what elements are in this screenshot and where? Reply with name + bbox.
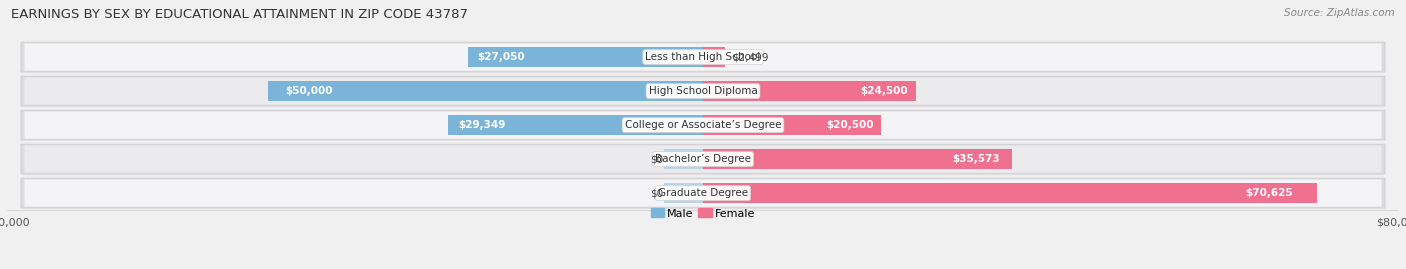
- Bar: [703, 115, 882, 135]
- FancyBboxPatch shape: [24, 44, 1382, 71]
- Bar: [703, 81, 917, 101]
- FancyBboxPatch shape: [24, 179, 1382, 207]
- Text: $70,625: $70,625: [1246, 188, 1294, 198]
- Text: Source: ZipAtlas.com: Source: ZipAtlas.com: [1284, 8, 1395, 18]
- Text: $29,349: $29,349: [458, 120, 505, 130]
- Text: $24,500: $24,500: [860, 86, 908, 96]
- Bar: [468, 47, 703, 67]
- Bar: [664, 149, 703, 169]
- Text: $0: $0: [650, 154, 664, 164]
- Text: Bachelor’s Degree: Bachelor’s Degree: [655, 154, 751, 164]
- FancyBboxPatch shape: [21, 110, 1385, 140]
- FancyBboxPatch shape: [21, 42, 1385, 72]
- Text: $27,050: $27,050: [477, 52, 524, 62]
- Bar: [703, 47, 724, 67]
- FancyBboxPatch shape: [24, 77, 1382, 105]
- Bar: [447, 115, 703, 135]
- Bar: [269, 81, 703, 101]
- Bar: [703, 183, 1317, 203]
- Text: Less than High School: Less than High School: [645, 52, 761, 62]
- Text: $20,500: $20,500: [827, 120, 875, 130]
- Text: EARNINGS BY SEX BY EDUCATIONAL ATTAINMENT IN ZIP CODE 43787: EARNINGS BY SEX BY EDUCATIONAL ATTAINMEN…: [11, 8, 468, 21]
- Text: $50,000: $50,000: [285, 86, 333, 96]
- FancyBboxPatch shape: [21, 178, 1385, 208]
- FancyBboxPatch shape: [24, 111, 1382, 139]
- Text: $0: $0: [650, 188, 664, 198]
- Text: $2,499: $2,499: [731, 52, 768, 62]
- Text: Graduate Degree: Graduate Degree: [658, 188, 748, 198]
- Text: High School Diploma: High School Diploma: [648, 86, 758, 96]
- FancyBboxPatch shape: [24, 146, 1382, 173]
- Bar: [703, 149, 1012, 169]
- FancyBboxPatch shape: [21, 144, 1385, 174]
- Bar: [664, 183, 703, 203]
- Text: $35,573: $35,573: [952, 154, 1000, 164]
- Legend: Male, Female: Male, Female: [651, 208, 755, 219]
- FancyBboxPatch shape: [21, 76, 1385, 106]
- Text: College or Associate’s Degree: College or Associate’s Degree: [624, 120, 782, 130]
